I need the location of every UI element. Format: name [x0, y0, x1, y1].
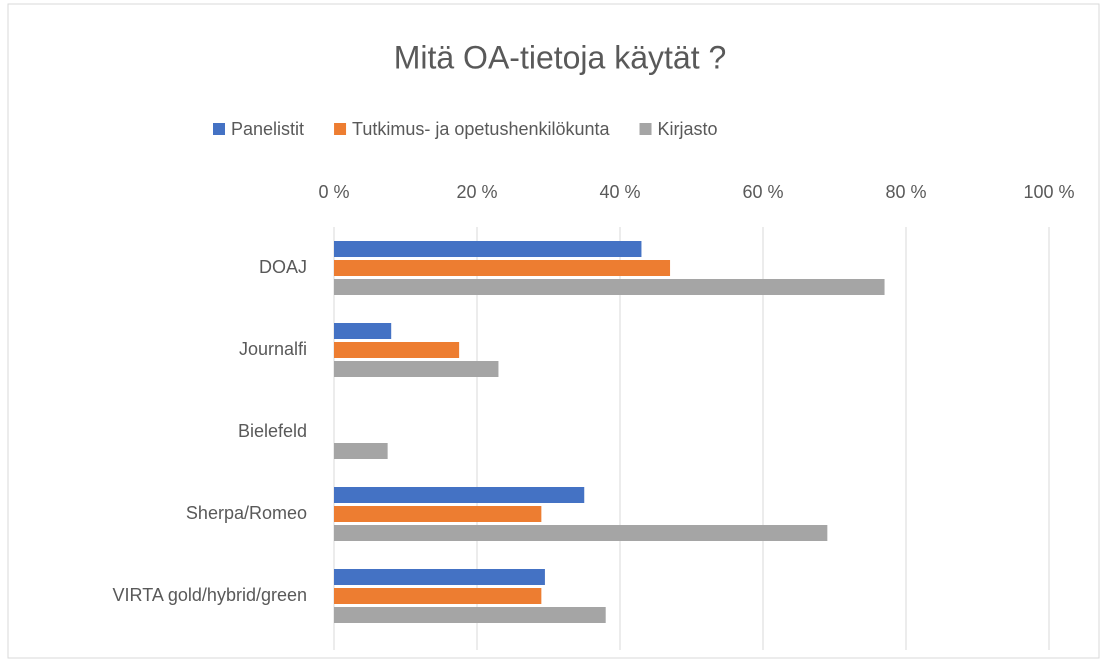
x-tick-label: 60 %	[742, 182, 783, 202]
bar	[334, 506, 542, 522]
legend-swatch	[213, 123, 225, 135]
x-tick-label: 40 %	[599, 182, 640, 202]
bar	[334, 241, 642, 257]
legend-label: Panelistit	[231, 119, 304, 139]
bar	[334, 342, 460, 358]
x-tick-label: 80 %	[885, 182, 926, 202]
bar	[334, 487, 585, 503]
x-tick-label: 100 %	[1023, 182, 1074, 202]
bar	[334, 588, 542, 604]
y-tick-label: DOAJ	[259, 257, 307, 277]
legend-label: Tutkimus- ja opetushenkilökunta	[352, 119, 610, 139]
y-tick-label: Journalfi	[239, 339, 307, 359]
bar	[334, 569, 545, 585]
bar	[334, 525, 828, 541]
chart-title: Mitä OA-tietoja käytät ?	[394, 39, 727, 75]
chart-border	[7, 3, 1100, 659]
bar	[334, 361, 499, 377]
legend-swatch	[639, 123, 652, 135]
x-tick-label: 20 %	[456, 182, 497, 202]
y-tick-label: Sherpa/Romeo	[186, 503, 307, 523]
y-tick-label: VIRTA gold/hybrid/green	[113, 585, 307, 605]
bar	[334, 260, 671, 276]
bar	[334, 279, 885, 295]
bar	[334, 607, 606, 623]
x-tick-label: 0 %	[318, 182, 349, 202]
bar	[334, 323, 392, 339]
legend-label: Kirjasto	[658, 119, 718, 139]
y-tick-label: Bielefeld	[238, 421, 307, 441]
legend-swatch	[334, 123, 347, 135]
bar	[334, 443, 388, 459]
